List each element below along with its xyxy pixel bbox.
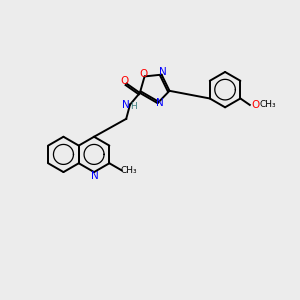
Text: N: N <box>159 67 167 77</box>
Text: O: O <box>120 76 128 86</box>
Text: CH₃: CH₃ <box>121 166 138 175</box>
Text: O: O <box>251 100 259 110</box>
Text: H: H <box>130 103 137 112</box>
Text: CH₃: CH₃ <box>259 100 276 109</box>
Text: O: O <box>140 69 148 79</box>
Text: N: N <box>156 98 164 108</box>
Text: N: N <box>91 171 98 181</box>
Text: N: N <box>122 100 130 110</box>
